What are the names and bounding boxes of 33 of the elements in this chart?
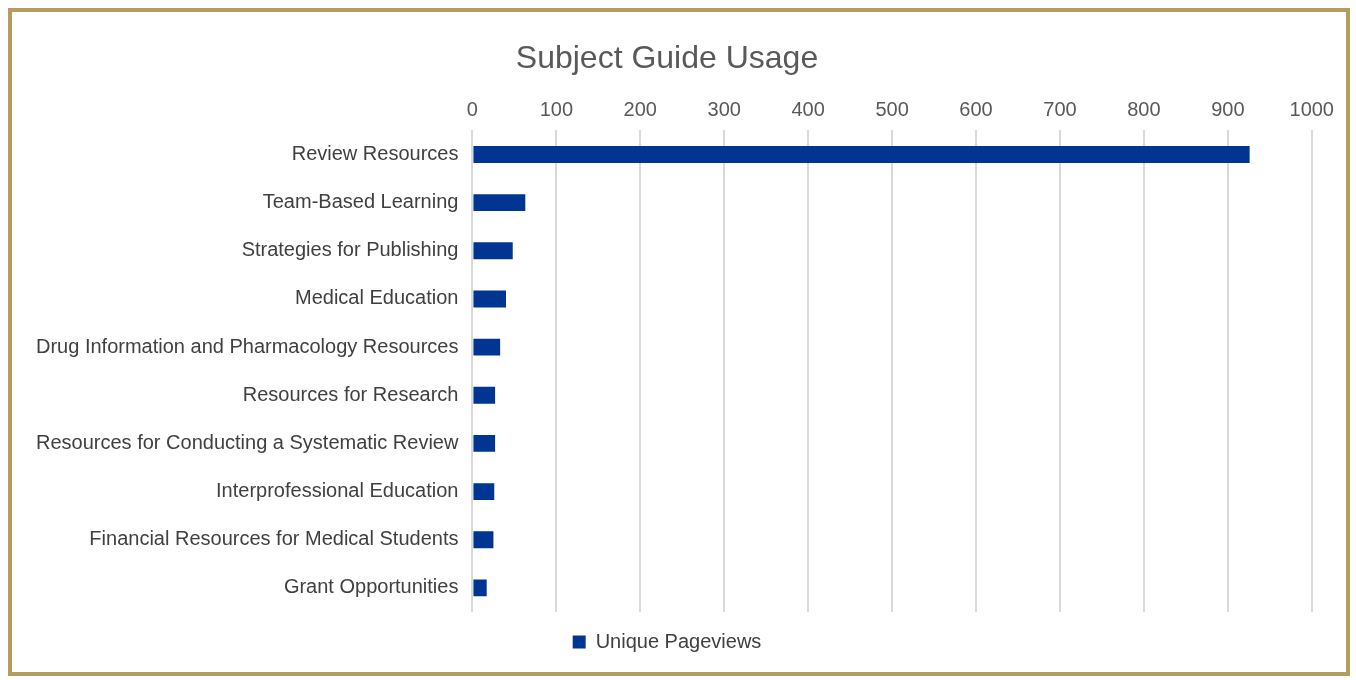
- x-tick-label: 600: [959, 97, 993, 120]
- y-tick-label: Strategies for Publishing: [241, 238, 459, 261]
- x-tick-label: 800: [1127, 97, 1161, 120]
- y-tick-label: Team-Based Learning: [262, 190, 459, 213]
- y-tick-label: Medical Education: [294, 286, 459, 309]
- bar: [473, 194, 526, 212]
- bar: [473, 435, 496, 452]
- bar: [473, 242, 513, 260]
- y-tick-label: Resources for Research: [242, 382, 459, 405]
- legend-label: Unique Pageviews: [595, 629, 762, 652]
- x-tick-label: 500: [875, 97, 909, 120]
- y-tick-label: Resources for Conducting a Systematic Review: [36, 430, 459, 453]
- y-tick-label: Grant Opportunities: [283, 575, 459, 598]
- bar: [473, 531, 494, 549]
- y-tick-label: Financial Resources for Medical Students: [89, 527, 459, 550]
- x-tick-label: 200: [623, 97, 657, 120]
- x-tick-label: 700: [1043, 97, 1077, 120]
- x-tick-label: 1000: [1289, 97, 1334, 120]
- y-tick-label: Interprofessional Education: [216, 479, 459, 502]
- x-tick-label: 400: [791, 97, 825, 120]
- x-tick-label: 900: [1211, 97, 1245, 120]
- x-tick-label: 0: [466, 97, 478, 120]
- bar: [473, 146, 1250, 163]
- y-tick-label: Review Resources: [291, 142, 459, 164]
- bar: [473, 338, 501, 356]
- x-tick-label: 300: [707, 97, 741, 120]
- bar: [473, 386, 496, 404]
- bar: [473, 579, 487, 597]
- bar: [473, 483, 495, 501]
- bar: [473, 290, 507, 308]
- y-tick-label: Drug Information and Pharmacology Resources: [35, 334, 459, 357]
- chart-title: Subject Guide Usage: [515, 39, 819, 76]
- x-tick-label: 100: [539, 97, 574, 120]
